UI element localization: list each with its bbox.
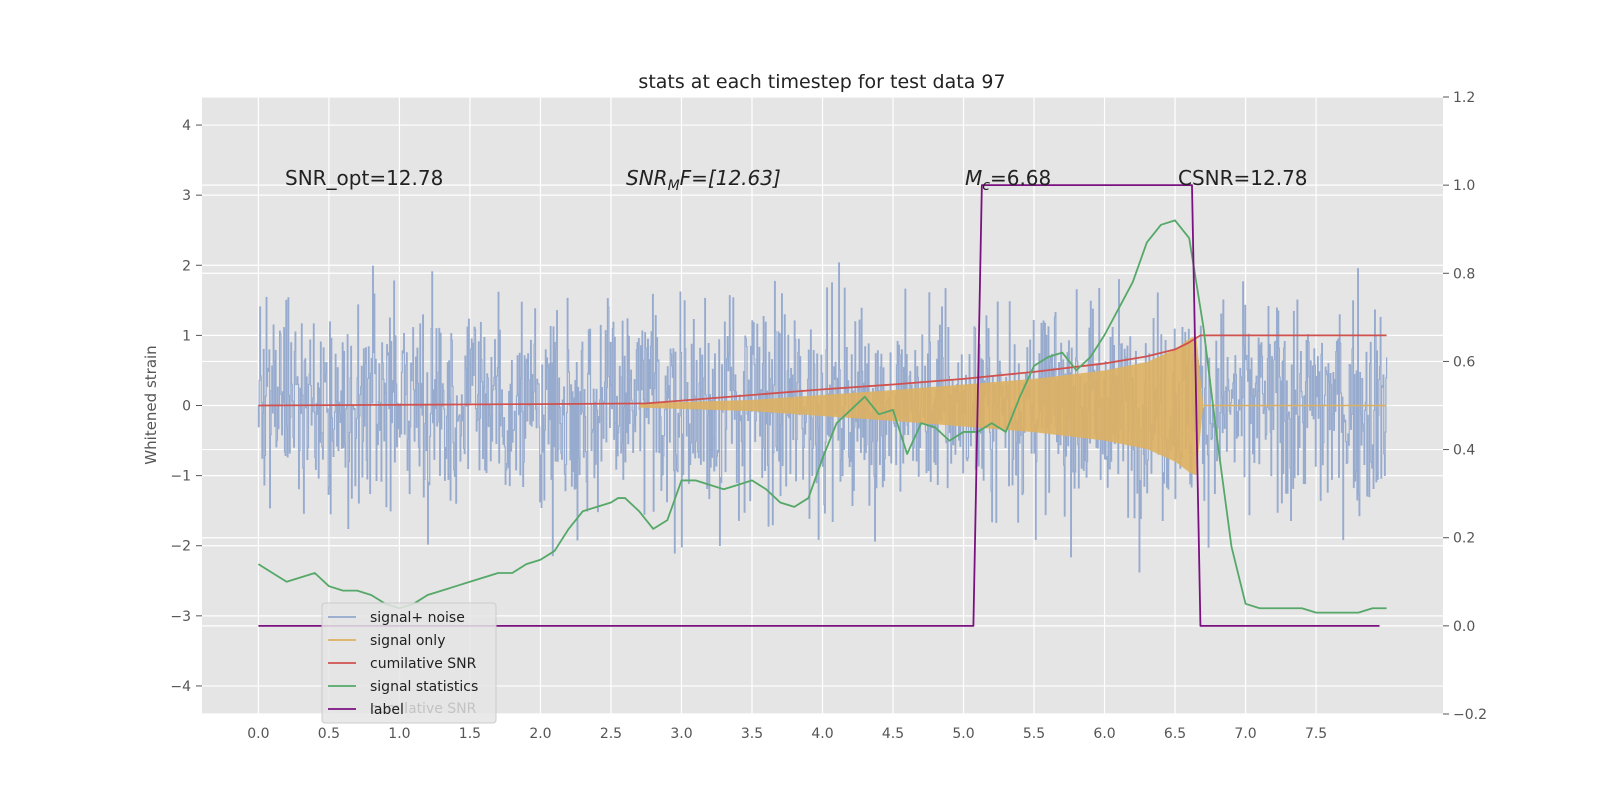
- series-signal-only: [639, 335, 1387, 476]
- annotation-snr-mf: SNRMF=[12.63]: [626, 166, 781, 194]
- y-axis-label: Whitened strain: [142, 345, 160, 464]
- annotation-snr-mf-sub: M: [668, 178, 680, 194]
- legend-box: [321, 602, 497, 724]
- cumulative-snr-line: [258, 334, 1387, 407]
- annotation-snr-opt: SNR_opt=12.78: [285, 166, 443, 190]
- y-tick-label: 3: [182, 188, 191, 204]
- x-axis-ticks: 0.0 0.5 1.0 1.5 2.0 2.5 3.0 3.5 4.0 4.5 5.0 5.5 6.0 6…: [247, 726, 1327, 742]
- y2-axis-ticks: 1.2 1.0 0.8 0.6 0.4 0.2 0.0 −0.2: [1443, 90, 1487, 723]
- legend-label-cumulative-snr: cumilative SNR: [370, 656, 477, 672]
- legend-overlap-mask: [407, 698, 410, 718]
- annotation-snr-mf-rest: F=[12.63]: [680, 166, 781, 190]
- signal-only-envelope: [639, 335, 1204, 476]
- x-tick-label: 3.5: [741, 726, 763, 742]
- x-tick-label: 1.0: [388, 726, 410, 742]
- annotation-mc-var: M: [965, 166, 982, 190]
- y-tick-label: 0: [182, 399, 191, 415]
- y2-tick-label: 0.8: [1453, 266, 1475, 282]
- y2-tick-label: 0.2: [1453, 531, 1475, 547]
- x-tick-label: 7.0: [1234, 726, 1256, 742]
- y-tick-label: 2: [182, 258, 191, 274]
- x-tick-label: 6.0: [1093, 726, 1115, 742]
- x-tick-label: 5.0: [952, 726, 974, 742]
- y-tick-label: −1: [170, 469, 191, 485]
- y2-tick-label: 0.4: [1453, 443, 1475, 459]
- x-tick-label: 2.5: [600, 726, 622, 742]
- y-tick-label: −3: [170, 609, 191, 625]
- label-line: [258, 184, 1380, 627]
- x-tick-label: 0.0: [247, 726, 269, 742]
- chart-title: stats at each timestep for test data 97: [638, 71, 1005, 93]
- legend-label-label: label: [370, 702, 404, 718]
- y-tick-label: −2: [170, 539, 191, 555]
- y2-tick-label: 0.6: [1453, 354, 1475, 370]
- y-axis-ticks: 4 3 2 1 0 −1 −2 −3 −4: [170, 118, 202, 695]
- x-tick-label: 2.0: [529, 726, 551, 742]
- y2-tick-label: 0.0: [1453, 619, 1475, 635]
- x-tick-label: 0.5: [318, 726, 340, 742]
- legend-label-signal-noise: signal+ noise: [370, 610, 465, 626]
- annotation-mc-rest: =6.68: [990, 166, 1051, 190]
- annotation-mc-sub: c: [982, 178, 990, 194]
- signal-statistics-line: [257, 219, 1387, 614]
- x-tick-label: 4.5: [882, 726, 904, 742]
- y-tick-label: 4: [182, 118, 191, 134]
- y2-tick-label: −0.2: [1453, 707, 1487, 723]
- y-tick-label: 1: [182, 328, 191, 344]
- annotation-mc: Mc=6.68: [965, 166, 1051, 194]
- y2-tick-label: 1.2: [1453, 90, 1475, 106]
- x-tick-label: 3.0: [670, 726, 692, 742]
- x-tick-label: 1.5: [459, 726, 481, 742]
- annotation-csnr: CSNR=12.78: [1178, 166, 1308, 190]
- legend: cumilative SNR signal+ noise signal only…: [321, 602, 497, 724]
- series-lines: [257, 184, 1387, 627]
- legend-label-signal-only: signal only: [370, 633, 445, 649]
- x-tick-label: 4.0: [811, 726, 833, 742]
- x-tick-label: 5.5: [1023, 726, 1045, 742]
- x-tick-label: 6.5: [1164, 726, 1186, 742]
- legend-label-signal-statistics: signal statistics: [370, 679, 478, 695]
- x-tick-label: 7.5: [1305, 726, 1327, 742]
- y-tick-label: −4: [170, 679, 191, 695]
- annotation-snr-mf-var: SNR: [626, 166, 668, 190]
- y2-tick-label: 1.0: [1453, 178, 1475, 194]
- legend-hidden-text: cumilative SNR: [370, 701, 477, 717]
